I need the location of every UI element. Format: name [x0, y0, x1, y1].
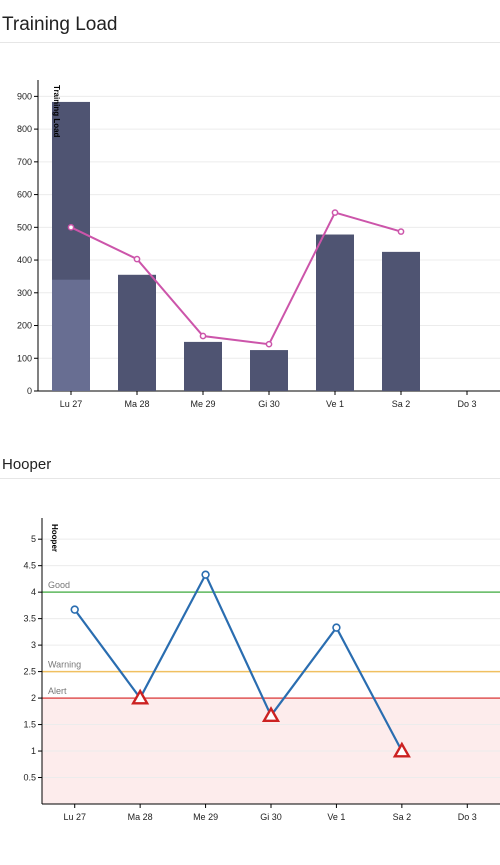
y-tick-label: 3: [31, 640, 36, 650]
y-tick-label: 1: [31, 746, 36, 756]
training-load-chart: 0 100 200 300 400 500 600 700 800 900 Lu 27 Ma 28 Me…: [17, 80, 500, 409]
x-tick-label: Sa 2: [393, 812, 412, 822]
x-tick-label: Ve 1: [326, 399, 344, 409]
x-tick-label: Me 29: [193, 812, 218, 822]
x-tick-label: Gi 30: [258, 399, 280, 409]
x-tick-label: Gi 30: [260, 812, 282, 822]
y-axis-label: Training Load: [52, 85, 61, 138]
y-tick-label: 900: [17, 91, 32, 101]
alert-point: [392, 741, 411, 758]
y-tick-label: 0: [27, 386, 32, 396]
hooper-title: Hooper: [2, 456, 52, 473]
series-line: [70, 211, 402, 346]
training-load-title: Training Load: [2, 14, 118, 35]
x-tick-label: Sa 2: [392, 399, 411, 409]
y-tick-label: 4.5: [23, 561, 36, 571]
y-tick-label: 5: [31, 534, 36, 544]
bar-lower-segment: [52, 279, 90, 391]
x-tick-label: Ma 28: [128, 812, 153, 822]
x-tick-label: Ma 28: [124, 399, 149, 409]
x-tick-label: Ve 1: [327, 812, 345, 822]
y-tick-label: 2.5: [23, 667, 36, 677]
threshold-label-alert: Alert: [48, 686, 67, 696]
alert-point: [131, 688, 150, 705]
x-tick-label: Lu 27: [63, 812, 86, 822]
bar: [184, 341, 222, 391]
line-point: [133, 255, 141, 263]
y-tick-label: 400: [17, 255, 32, 265]
x-tick-label: Do 3: [457, 399, 476, 409]
line-point: [265, 340, 273, 348]
y-tick-label: 2: [31, 693, 36, 703]
y-tick-label: 100: [17, 353, 32, 363]
bar: [316, 234, 354, 391]
y-tick-label: 1.5: [23, 720, 36, 730]
y-tick-label: 800: [17, 124, 32, 134]
line-point: [199, 332, 207, 340]
y-axis-label: Hooper: [50, 524, 59, 552]
y-tick-label: 700: [17, 157, 32, 167]
line-point: [397, 228, 405, 235]
y-tick-label: 200: [17, 321, 32, 331]
title-divider: [0, 478, 500, 479]
alert-point: [261, 706, 281, 723]
threshold-label-good: Good: [48, 580, 70, 590]
hooper-line: [73, 572, 403, 752]
y-tick-label: 600: [17, 190, 32, 200]
y-tick-label: 4: [31, 587, 36, 597]
line-point: [70, 605, 79, 614]
x-tick-label: Do 3: [458, 812, 477, 822]
line-point: [67, 223, 75, 231]
x-tick-label: Lu 27: [60, 399, 83, 409]
threshold-label-warning: Warning: [48, 660, 81, 670]
y-tick-label: 3.5: [23, 614, 36, 624]
title-divider: [0, 42, 500, 43]
y-tick-label: 500: [17, 222, 32, 232]
bar: [250, 350, 288, 391]
line-point: [332, 623, 341, 632]
x-tick-label: Me 29: [190, 399, 215, 409]
y-tick-label: 0.5: [23, 773, 36, 783]
y-tick-label: 300: [17, 288, 32, 298]
line-point: [331, 209, 339, 216]
bar: [382, 251, 420, 391]
bar: [118, 274, 156, 391]
line-point: [201, 570, 210, 579]
